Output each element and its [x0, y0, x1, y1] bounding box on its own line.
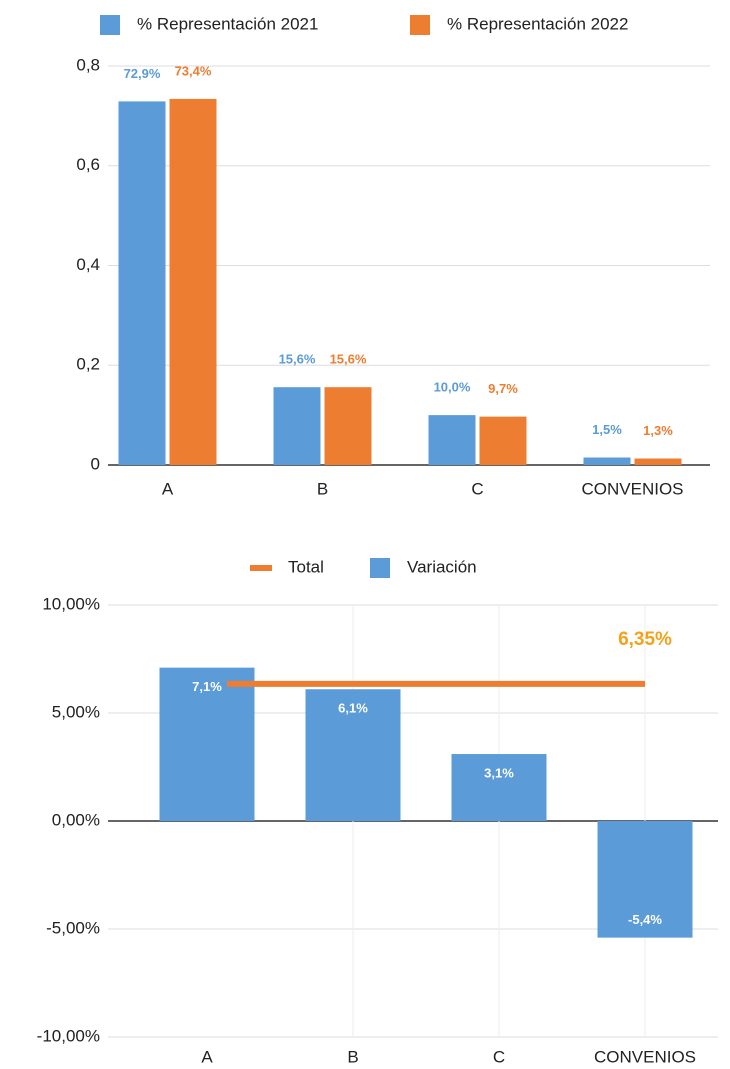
- value-label: -5,4%: [628, 912, 662, 927]
- bar: [324, 387, 372, 465]
- legend-label: Variación: [407, 557, 477, 576]
- bar: [273, 387, 321, 465]
- value-label: 73,4%: [175, 63, 212, 78]
- value-label: 1,5%: [592, 422, 622, 437]
- bar: [479, 416, 527, 465]
- x-tick-label: A: [162, 479, 174, 498]
- value-label: 3,1%: [484, 765, 514, 780]
- bar: [428, 415, 476, 465]
- legend-swatch: [100, 15, 120, 35]
- value-label: 15,6%: [330, 352, 367, 367]
- value-label: 9,7%: [488, 381, 518, 396]
- legend-label: % Representación 2021: [137, 14, 318, 33]
- x-tick-label: CONVENIOS: [581, 479, 683, 498]
- x-tick-label: B: [347, 1047, 358, 1066]
- y-tick-label: 0,6: [76, 155, 100, 174]
- y-tick-label: -5,00%: [46, 918, 100, 937]
- y-tick-label: 10,00%: [42, 594, 100, 613]
- y-tick-label: 5,00%: [52, 702, 100, 721]
- value-label: 1,3%: [643, 423, 673, 438]
- legend-swatch: [370, 558, 390, 578]
- bar: [634, 458, 682, 465]
- y-tick-label: 0: [91, 454, 100, 473]
- value-label: 6,1%: [338, 701, 368, 716]
- y-tick-label: -10,00%: [37, 1026, 100, 1045]
- bar: [305, 689, 401, 821]
- x-tick-label: CONVENIOS: [594, 1047, 696, 1066]
- x-tick-label: A: [201, 1047, 213, 1066]
- legend-swatch: [410, 15, 430, 35]
- y-tick-label: 0,00%: [52, 810, 100, 829]
- x-tick-label: C: [471, 479, 483, 498]
- x-tick-label: B: [317, 479, 328, 498]
- legend-swatch: [250, 565, 272, 571]
- value-label: 7,1%: [192, 679, 222, 694]
- bar: [451, 754, 547, 821]
- value-label: 10,0%: [434, 380, 471, 395]
- bar: [159, 667, 255, 821]
- bar: [118, 101, 166, 465]
- y-tick-label: 0,2: [76, 355, 100, 374]
- legend-label: % Representación 2022: [447, 14, 628, 33]
- legend-label: Total: [288, 557, 324, 576]
- y-tick-label: 0,8: [76, 55, 100, 74]
- value-label: 6,35%: [618, 629, 672, 650]
- x-tick-label: C: [493, 1047, 505, 1066]
- bar: [597, 821, 693, 938]
- value-label: 15,6%: [279, 352, 316, 367]
- bar: [583, 457, 631, 465]
- y-tick-label: 0,4: [76, 255, 100, 274]
- value-label: 72,9%: [124, 66, 161, 81]
- bar: [169, 98, 217, 465]
